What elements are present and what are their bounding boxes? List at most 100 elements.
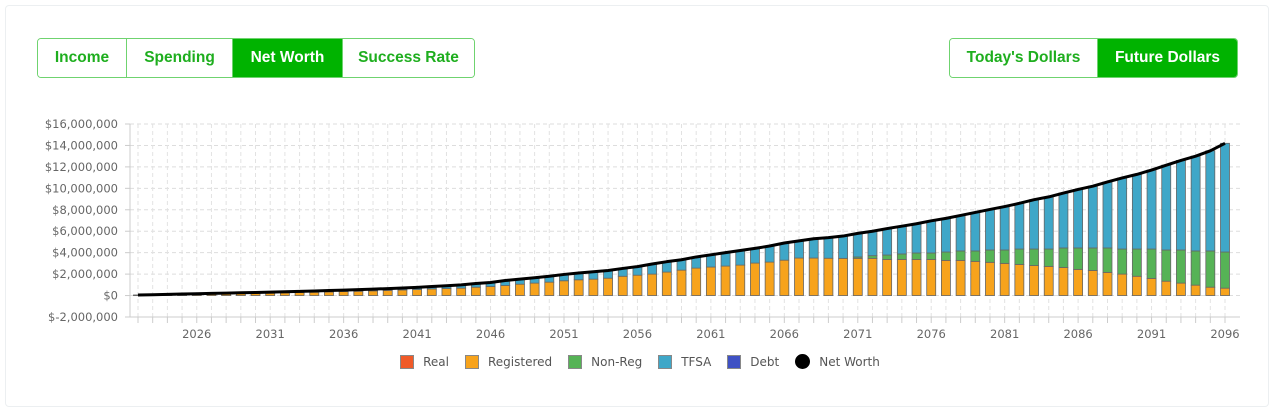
legend-registered[interactable]: Registered	[464, 354, 552, 369]
bar-tfsa	[999, 206, 1010, 251]
x-tick-label: 2031	[256, 327, 285, 341]
bar-registered	[603, 277, 613, 296]
legend-label: Real	[423, 354, 449, 369]
legend-real[interactable]: Real	[400, 354, 449, 369]
legend-swatch-non-reg	[568, 354, 583, 369]
bar-tfsa	[911, 223, 922, 254]
y-tick-label: $0	[103, 289, 118, 303]
bar-tfsa	[1205, 150, 1216, 252]
bar-non-reg	[896, 253, 907, 260]
legend-swatch-debt	[727, 354, 742, 369]
bar-tfsa	[926, 220, 937, 254]
bar-registered	[705, 266, 716, 296]
tab-net-worth[interactable]: Net Worth	[233, 39, 343, 77]
bar-tfsa	[779, 242, 790, 261]
bar-registered	[1073, 268, 1084, 296]
bar-registered	[1014, 264, 1025, 296]
bar-tfsa	[838, 235, 848, 259]
bar-non-reg	[1146, 248, 1157, 279]
x-tick-label: 2096	[1210, 327, 1239, 341]
legend-label: Non-Reg	[591, 354, 643, 369]
bar-registered	[838, 257, 848, 296]
y-tick-label: $8,000,000	[52, 203, 118, 217]
bar-registered	[1102, 271, 1113, 296]
tab-spending[interactable]: Spending	[127, 39, 233, 77]
x-tick-label: 2066	[770, 327, 799, 341]
legend-net-worth[interactable]: Net Worth	[795, 354, 880, 369]
tab-success-rate[interactable]: Success Rate	[343, 39, 474, 77]
bar-registered	[676, 269, 687, 296]
bar-tfsa	[1073, 189, 1084, 249]
bar-registered	[515, 283, 525, 296]
bar-registered	[985, 261, 995, 296]
bar-registered	[588, 278, 599, 296]
bar-non-reg	[1043, 248, 1054, 267]
bar-registered	[544, 281, 555, 296]
bar-registered	[456, 287, 467, 296]
y-tick-label: $14,000,000	[45, 138, 118, 152]
legend-debt[interactable]: Debt	[727, 354, 779, 369]
bar-tfsa	[941, 217, 951, 253]
x-tick-label: 2036	[329, 327, 358, 341]
bar-tfsa	[882, 228, 893, 256]
bar-registered	[794, 257, 804, 296]
legend-label: TFSA	[681, 354, 712, 369]
bar-registered	[661, 271, 672, 296]
bar-non-reg	[985, 249, 995, 263]
bar-non-reg	[1102, 247, 1113, 273]
bar-registered	[382, 290, 393, 296]
bar-tfsa	[852, 232, 863, 258]
currency-toggle-group: Today's Dollars Future Dollars	[949, 38, 1238, 78]
bar-registered	[970, 260, 981, 296]
bar-registered	[1117, 273, 1128, 296]
bar-registered	[485, 286, 496, 296]
bar-non-reg	[1161, 249, 1172, 282]
x-tick-label: 2091	[1137, 327, 1166, 341]
bar-non-reg	[970, 250, 981, 262]
x-tick-label: 2056	[623, 327, 652, 341]
bar-tfsa	[1117, 177, 1128, 250]
bar-non-reg	[1058, 247, 1069, 268]
bar-registered	[1205, 286, 1216, 296]
legend-tfsa[interactable]: TFSA	[658, 354, 711, 369]
bar-tfsa	[1058, 192, 1069, 249]
bar-registered	[867, 257, 878, 296]
tab-income[interactable]: Income	[38, 39, 127, 77]
bar-registered	[1161, 280, 1172, 296]
bar-non-reg	[1190, 250, 1201, 286]
bar-registered	[764, 261, 775, 296]
bar-non-reg	[1029, 248, 1039, 266]
bar-registered	[1220, 287, 1230, 296]
bar-registered	[1146, 277, 1157, 296]
todays-dollars-button[interactable]: Today's Dollars	[950, 39, 1098, 77]
y-tick-label: $-2,000,000	[48, 310, 118, 324]
bar-non-reg	[1014, 248, 1025, 265]
view-tab-group: Income Spending Net Worth Success Rate	[37, 38, 475, 78]
legend-swatch-tfsa	[658, 354, 673, 369]
x-tick-label: 2051	[549, 327, 578, 341]
bar-tfsa	[1176, 160, 1186, 251]
y-tick-label: $16,000,000	[45, 117, 118, 131]
bar-tfsa	[867, 230, 878, 257]
legend-non-reg[interactable]: Non-Reg	[568, 354, 642, 369]
future-dollars-button[interactable]: Future Dollars	[1098, 39, 1237, 77]
bar-registered	[882, 259, 893, 296]
bar-registered	[896, 259, 907, 296]
bar-non-reg	[1205, 250, 1216, 288]
bar-tfsa	[720, 252, 731, 267]
bar-tfsa	[808, 238, 819, 259]
bar-non-reg	[999, 249, 1010, 264]
bar-registered	[1131, 275, 1142, 296]
x-tick-label: 2071	[843, 327, 872, 341]
bar-registered	[1087, 270, 1098, 296]
bar-non-reg	[1073, 247, 1084, 270]
bar-registered	[426, 288, 437, 296]
bar-non-reg	[955, 250, 966, 261]
bar-registered	[617, 275, 628, 296]
bar-registered	[470, 286, 481, 296]
bar-non-reg	[941, 251, 951, 261]
bar-tfsa	[1102, 181, 1113, 249]
x-tick-label: 2086	[1063, 327, 1092, 341]
bar-tfsa	[1043, 196, 1054, 250]
bar-non-reg	[1131, 248, 1142, 277]
